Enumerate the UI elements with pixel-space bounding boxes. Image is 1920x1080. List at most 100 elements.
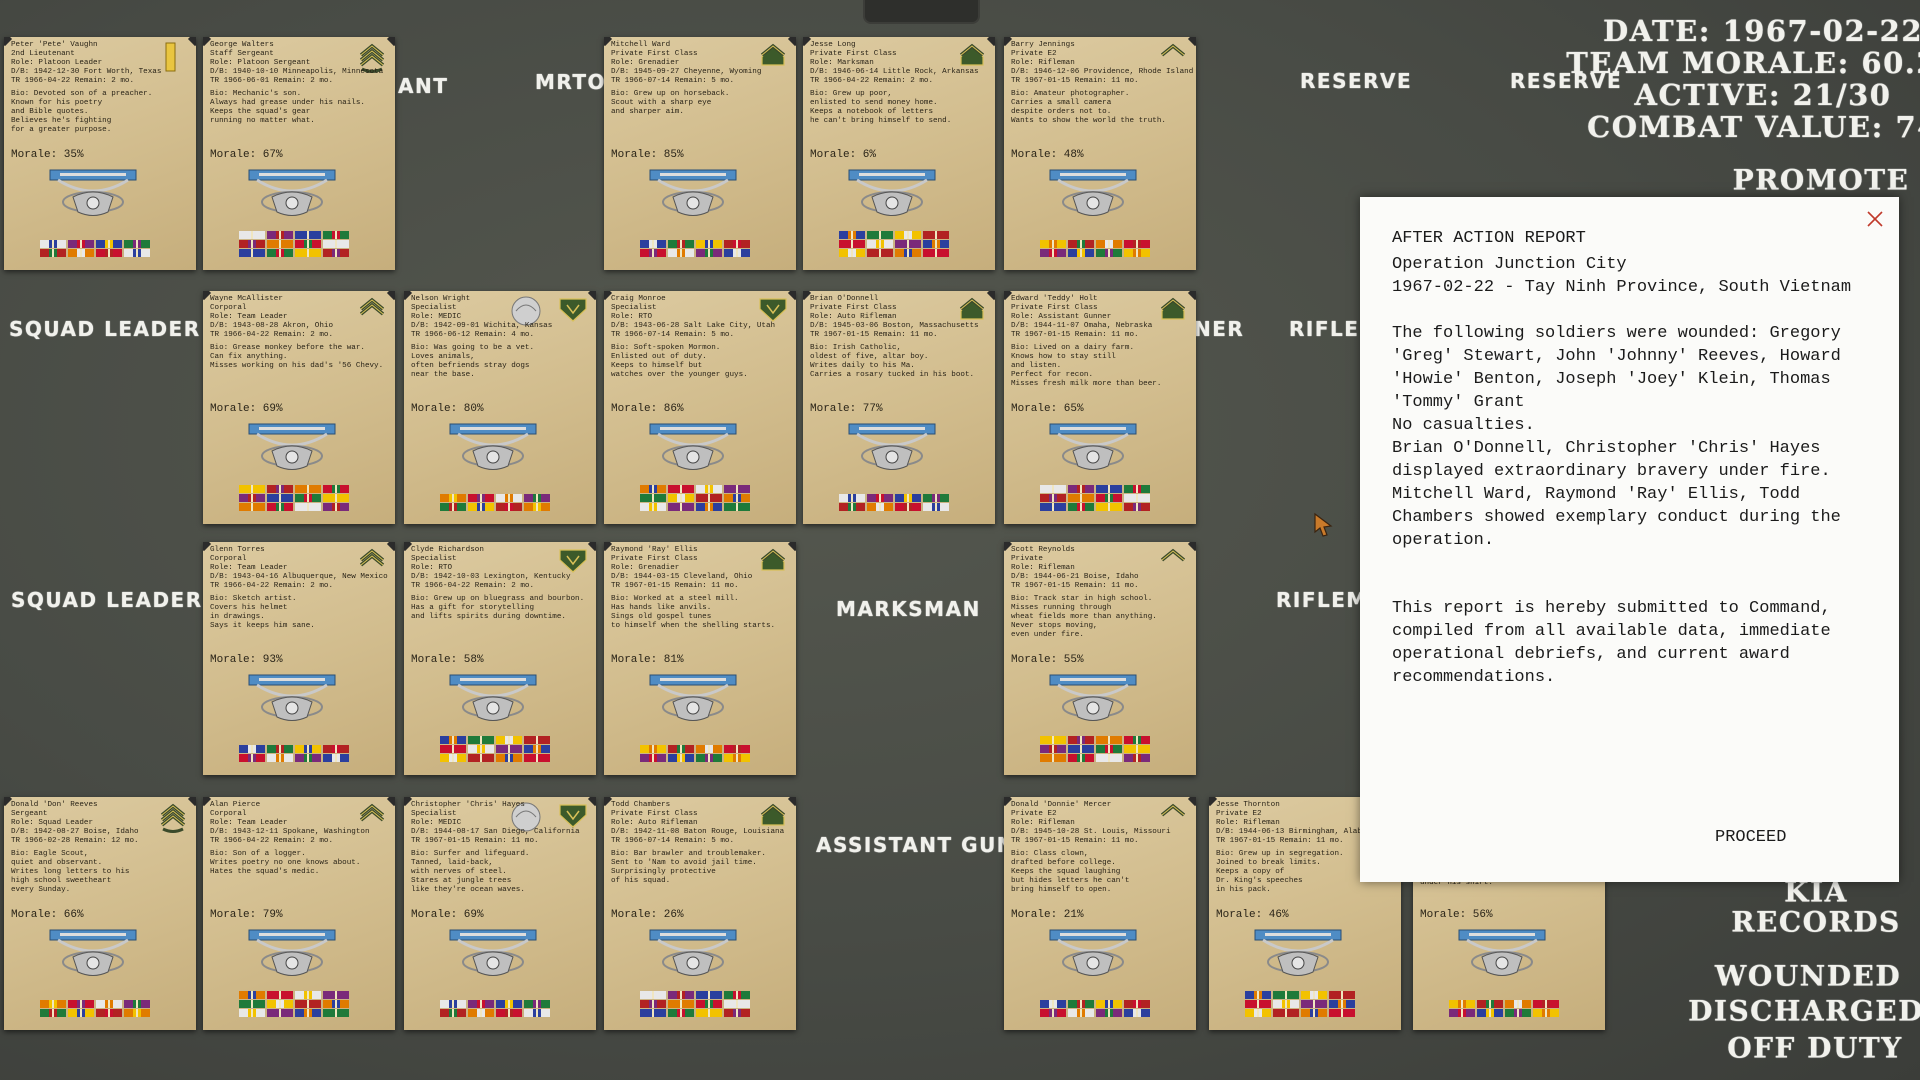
- report-line: 'Howie' Benton, Joseph 'Joey' Klein, Tho…: [1392, 370, 1831, 389]
- slot-label: RESERVE: [1300, 69, 1413, 93]
- soldier-card[interactable]: Nelson Wright Specialist Role: MEDIC D/B: 1…: [404, 291, 596, 524]
- soldier-card[interactable]: Clyde Richardson Specialist Role: RTO D/B: …: [404, 542, 596, 775]
- card-decor: [1040, 548, 1186, 762]
- soldier-rank: Corporal: [210, 304, 247, 312]
- soldier-rank: Specialist: [411, 810, 457, 818]
- soldier-rank: Private E2: [1011, 50, 1057, 58]
- soldier-card[interactable]: Craig Monroe Specialist Role: RTO D/B: 1943…: [604, 291, 796, 524]
- soldier-bio: Wants to show the world the truth.: [1011, 117, 1166, 125]
- card-decor: [839, 297, 985, 511]
- soldier-tour: TR 1966-07-14 Remain: 5 mo.: [611, 77, 735, 85]
- soldier-bio: Bio: Lived on a dairy farm.: [1011, 344, 1135, 352]
- soldier-role: Role: Rifleman: [1011, 59, 1075, 67]
- nav-item[interactable]: RECORDS: [1731, 905, 1901, 939]
- soldier-tour: TR 1967-01-15 Remain: 11 mo.: [611, 582, 739, 590]
- soldier-bio: despite orders not to.: [1011, 108, 1112, 116]
- card-decor: [440, 549, 587, 762]
- soldier-dob: D/B: 1942-12-30 Fort Worth, Texas: [11, 68, 162, 76]
- soldier-morale: Morale: 46%: [1216, 909, 1289, 921]
- report-line: operational debriefs, and current award: [1392, 645, 1790, 664]
- soldier-name: Raymond 'Ray' Ellis: [611, 546, 698, 554]
- soldier-bio: Bio: Grew up on bluegrass and bourbon.: [411, 595, 585, 603]
- nav-item[interactable]: DISCHARGED: [1688, 994, 1920, 1028]
- soldier-card[interactable]: Donald 'Don' Reeves Sergeant Role: Squad L…: [4, 797, 196, 1030]
- soldier-rank: Private E2: [1011, 810, 1057, 818]
- card-decor: [640, 298, 787, 511]
- report-operation: Operation Junction City: [1392, 255, 1627, 274]
- soldier-bio: bring himself to open.: [1011, 886, 1112, 894]
- soldier-tour: TR 1966-04-22 Remain: 2 mo.: [210, 837, 334, 845]
- soldier-role: Role: MEDIC: [411, 313, 462, 321]
- soldier-card[interactable]: George Walters Staff Sergeant Role: Platoo…: [203, 37, 395, 270]
- soldier-bio: Bio: Track star in high school.: [1011, 595, 1153, 603]
- report-line: 'Greg' Stewart, John 'Johnny' Reeves, Ho…: [1392, 347, 1841, 366]
- soldier-card[interactable]: Raymond 'Ray' Ellis Private First Class Ro…: [604, 542, 796, 775]
- soldier-bio: and sharper aim.: [611, 108, 684, 116]
- soldier-bio: oldest of five, altar boy.: [810, 353, 929, 361]
- soldier-card[interactable]: Donald 'Donnie' Mercer Private E2 Role: Ri…: [1004, 797, 1196, 1030]
- soldier-dob: D/B: 1946-06-14 Little Rock, Arkansas: [810, 68, 979, 76]
- soldier-tour: TR 1967-01-15 Remain: 11 mo.: [1011, 331, 1139, 339]
- soldier-bio: Writes poetry no one knows about.: [210, 859, 361, 867]
- soldier-card[interactable]: Brian O'Donnell Private First Class Role: …: [803, 291, 995, 524]
- soldier-name: Christopher 'Chris' Hayes: [411, 801, 525, 809]
- nav-item[interactable]: OFF DUTY: [1727, 1031, 1903, 1065]
- report-line: compiled from all available data, immedi…: [1392, 622, 1831, 641]
- soldier-name: Donald 'Donnie' Mercer: [1011, 801, 1112, 809]
- soldier-role: Role: Auto Rifleman: [611, 819, 698, 827]
- soldier-bio: Bio: Surfer and lifeguard.: [411, 850, 530, 858]
- soldier-role: Role: Marksman: [810, 59, 874, 67]
- report-title: AFTER ACTION REPORT: [1392, 229, 1586, 248]
- card-decor: [239, 297, 385, 511]
- soldier-tour: TR 1967-01-15 Remain: 11 mo.: [810, 331, 938, 339]
- soldier-card[interactable]: Scott Reynolds Private Role: Rifleman D/B: …: [1004, 542, 1196, 775]
- soldier-bio: with nerves of steel.: [411, 868, 507, 876]
- nav-item[interactable]: WOUNDED: [1714, 959, 1902, 993]
- soldier-bio: but hides letters he can't: [1011, 877, 1130, 885]
- proceed-button[interactable]: PROCEED: [1715, 828, 1787, 847]
- soldier-card[interactable]: Todd Chambers Private First Class Role: Au…: [604, 797, 796, 1030]
- soldier-bio: in drawings.: [210, 613, 265, 621]
- soldier-card[interactable]: Jesse Long Private First Class Role: Marks…: [803, 37, 995, 270]
- soldier-card[interactable]: Barry Jennings Private E2 Role: Rifleman D/…: [1004, 37, 1196, 270]
- soldier-bio: Bio: Was going to be a vet.: [411, 344, 535, 352]
- soldier-bio: Joined to break limits.: [1216, 859, 1321, 867]
- report-line: No casualties.: [1392, 416, 1535, 435]
- close-button[interactable]: [1865, 209, 1885, 229]
- soldier-card[interactable]: Wayne McAllister Corporal Role: Team Leade…: [203, 291, 395, 524]
- soldier-card[interactable]: Glenn Torres Corporal Role: Team Leader D/B…: [203, 542, 395, 775]
- soldier-bio: Scout with a sharp eye: [611, 99, 712, 107]
- slot-label: MARKSMAN: [836, 597, 981, 621]
- soldier-role: Role: Team Leader: [210, 313, 288, 321]
- soldier-card[interactable]: Edward 'Teddy' Holt Private First Class Ro…: [1004, 291, 1196, 524]
- card-decor: [440, 296, 587, 511]
- soldier-rank: Private First Class: [1011, 304, 1098, 312]
- slot-label: ANT: [398, 74, 449, 98]
- report-line: The following soldiers were wounded: Gre…: [1392, 324, 1841, 343]
- promote-button[interactable]: PROMOTE: [1732, 163, 1910, 197]
- soldier-rank: Corporal: [210, 810, 247, 818]
- soldier-card[interactable]: Christopher 'Chris' Hayes Specialist Role:…: [404, 797, 596, 1030]
- soldier-morale: Morale: 21%: [1011, 909, 1084, 921]
- soldier-morale: Morale: 26%: [611, 909, 684, 921]
- soldier-dob: D/B: 1943-06-28 Salt Lake City, Utah: [611, 322, 776, 330]
- soldier-morale: Morale: 66%: [11, 909, 84, 921]
- soldier-bio: Keeps the squad's gear: [210, 108, 311, 116]
- soldier-rank: Sergeant: [11, 810, 48, 818]
- soldier-bio: Hates the squad's medic.: [210, 868, 320, 876]
- soldier-bio: running no matter what.: [210, 117, 315, 125]
- soldier-dob: D/B: 1943-12-11 Spokane, Washington: [210, 828, 370, 836]
- soldier-card[interactable]: Mitchell Ward Private First Class Role: Gr…: [604, 37, 796, 270]
- soldier-bio: drafted before college.: [1011, 859, 1116, 867]
- hud-combat: COMBAT VALUE: 74: [1587, 110, 1920, 144]
- soldier-card[interactable]: Peter 'Pete' Vaughn 2nd Lieutenant Role: P…: [4, 37, 196, 270]
- slot-label: SQUAD LEADER: [9, 317, 201, 341]
- soldier-name: Wayne McAllister: [210, 295, 283, 303]
- soldier-role: Role: RTO: [611, 313, 653, 321]
- soldier-bio: Stares at jungle trees: [411, 877, 512, 885]
- soldier-role: Role: Auto Rifleman: [810, 313, 897, 321]
- soldier-name: Jesse Thornton: [1216, 801, 1280, 809]
- soldier-bio: Bio: Class clown,: [1011, 850, 1089, 858]
- soldier-card[interactable]: Alan Pierce Corporal Role: Team Leader D/B:…: [203, 797, 395, 1030]
- soldier-bio: to himself when the shelling starts.: [611, 622, 776, 630]
